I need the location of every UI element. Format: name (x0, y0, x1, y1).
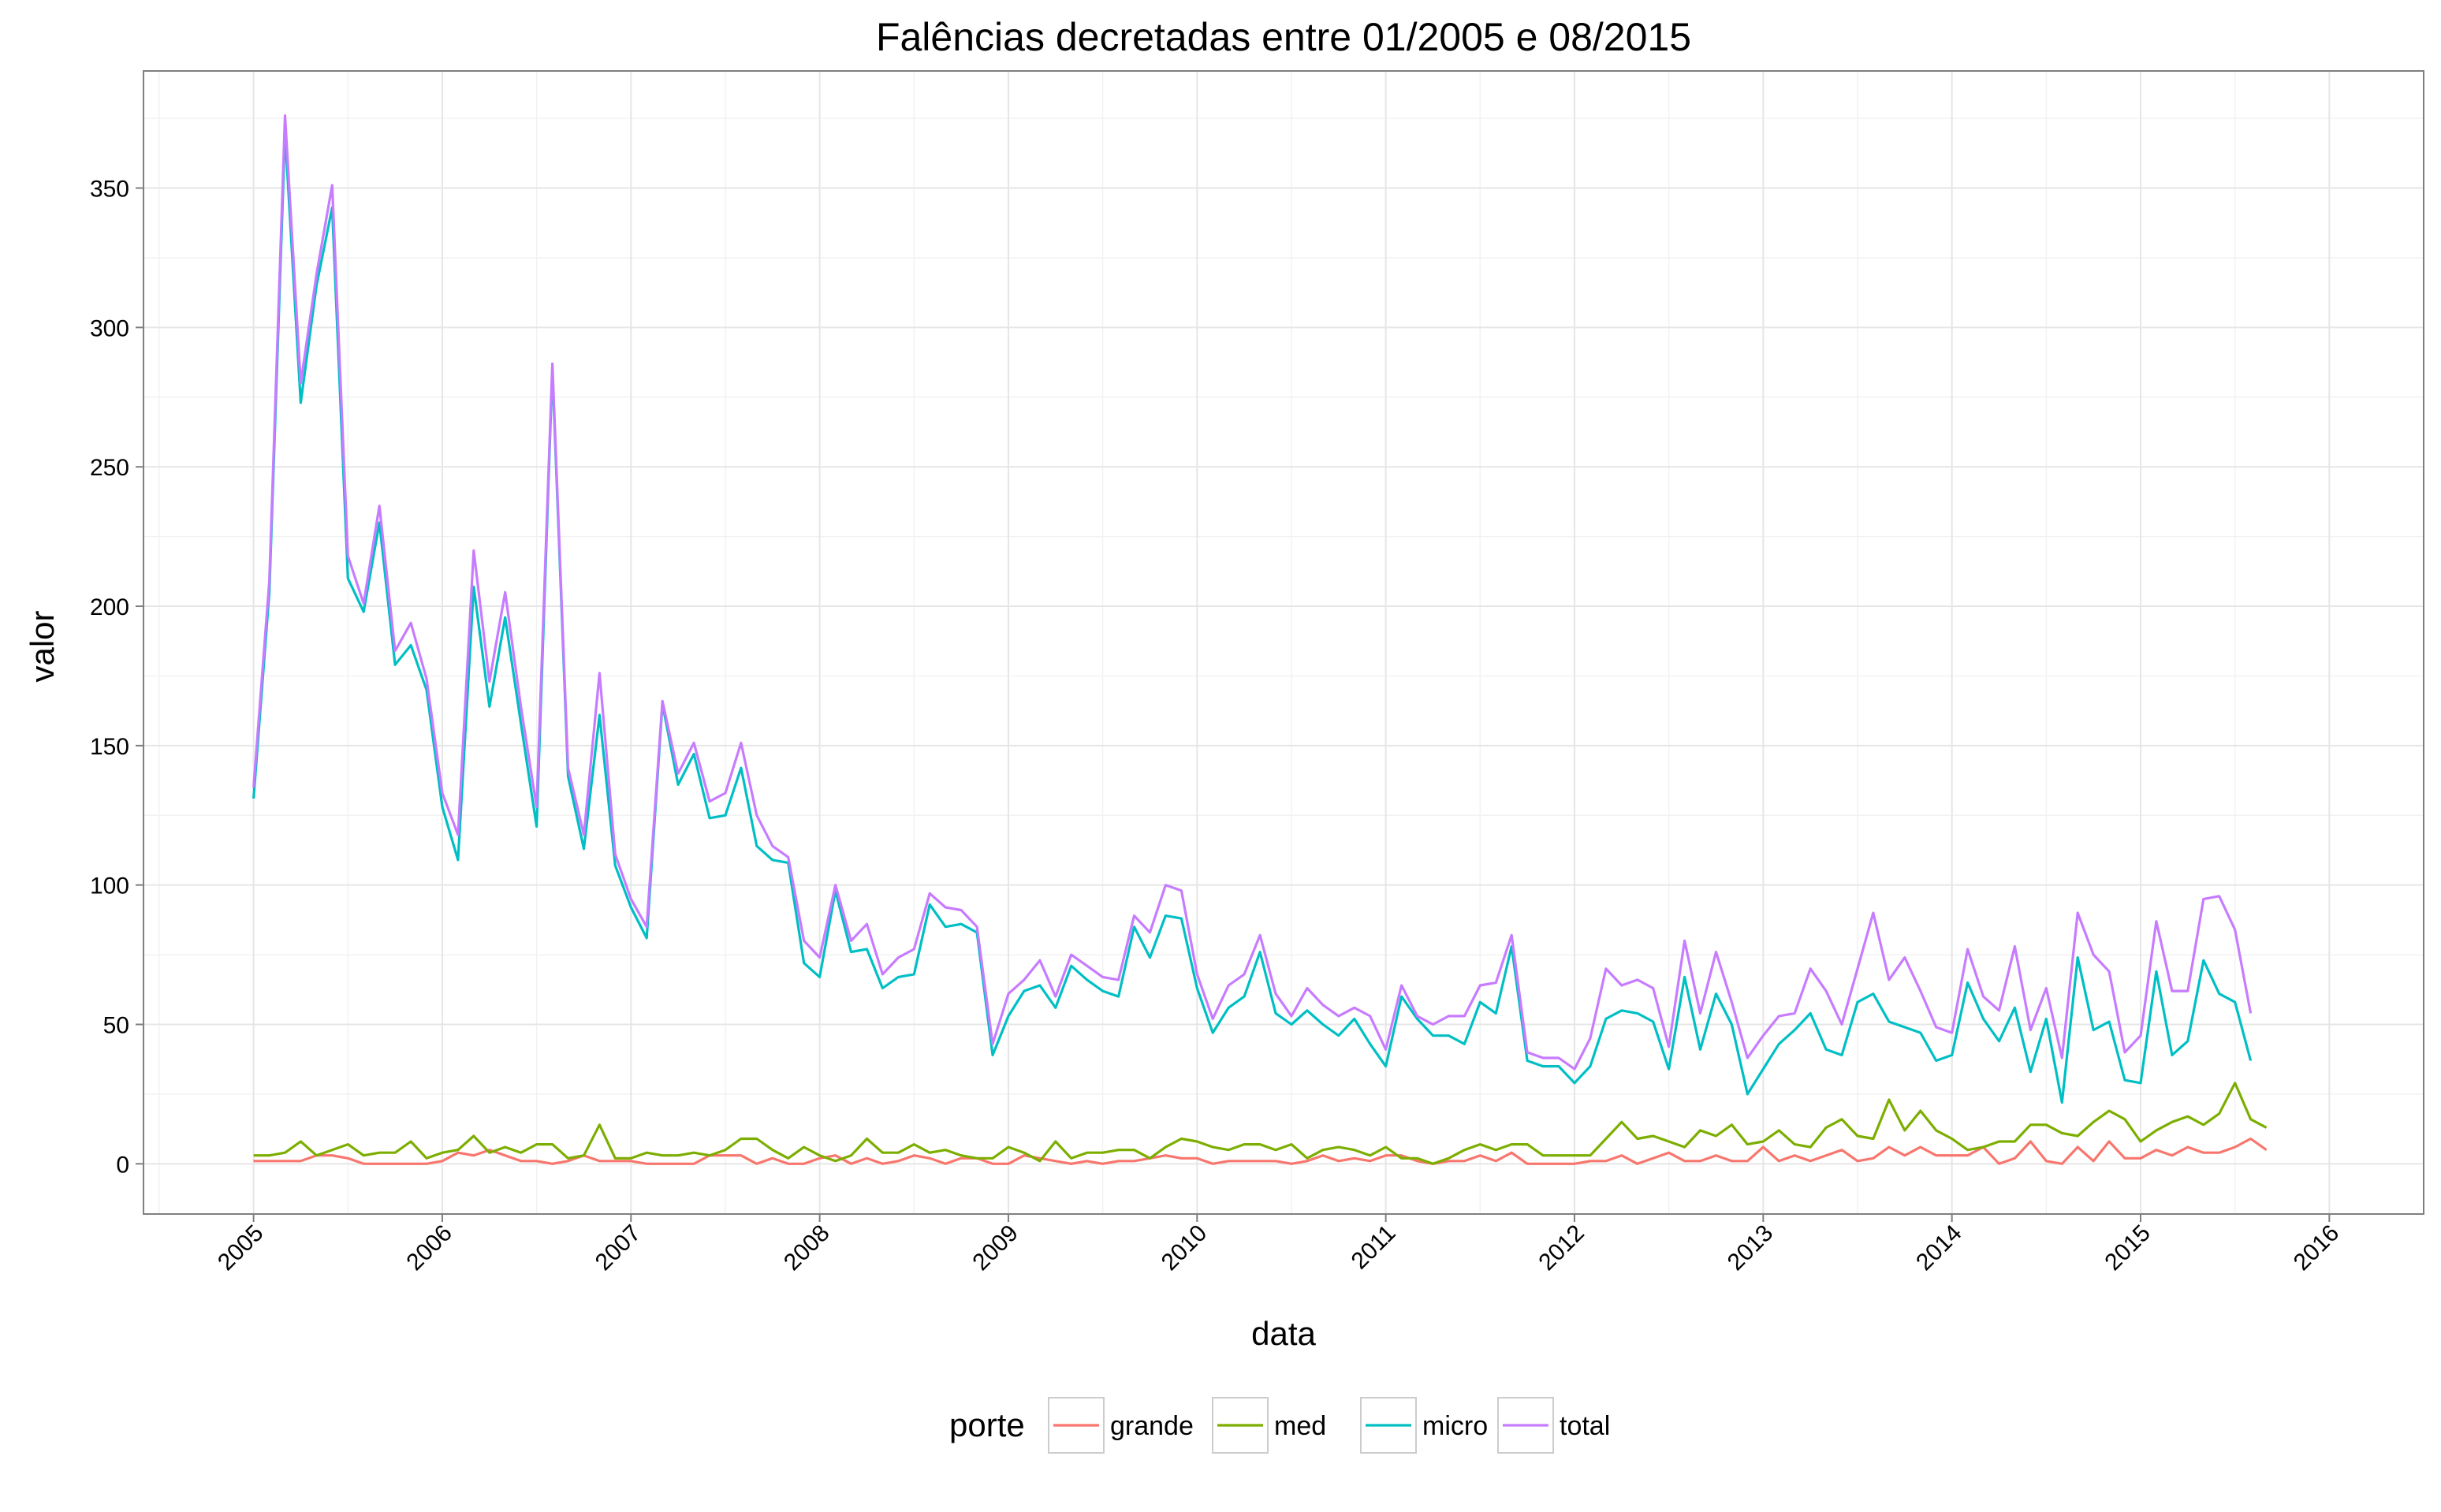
y-tick-label: 100 (90, 873, 129, 899)
x-tick-label: 2008 (779, 1220, 835, 1276)
x-tick-label: 2015 (2100, 1220, 2156, 1276)
legend-label: micro (1422, 1411, 1488, 1441)
x-axis-title: data (1251, 1315, 1316, 1352)
legend-item-grande: grande (1048, 1397, 1194, 1454)
y-tick-label: 0 (116, 1152, 129, 1178)
legend-item-total: total (1497, 1397, 1610, 1454)
x-tick-label: 2013 (1723, 1220, 1779, 1276)
y-axis-title: valor (24, 610, 61, 682)
legend-label: total (1560, 1411, 1610, 1441)
legend-item-med: med (1212, 1397, 1326, 1454)
y-tick-label: 150 (90, 734, 129, 760)
series-lines (143, 70, 2424, 1215)
x-tick-label: 2005 (213, 1220, 269, 1276)
x-tick-label: 2010 (1157, 1220, 1213, 1276)
y-tick-label: 50 (103, 1013, 129, 1039)
x-tick-label: 2009 (967, 1220, 1023, 1276)
x-axis: 2005 2006 2007 2008 2009 2010 2011 2012 2013 2014… (213, 1214, 2344, 1276)
x-tick-label: 2016 (2289, 1220, 2345, 1276)
y-tick-label: 350 (90, 177, 129, 203)
x-tick-label: 2012 (1534, 1220, 1589, 1276)
x-tick-label: 2011 (1347, 1220, 1401, 1275)
x-tick-label: 2006 (401, 1220, 457, 1276)
legend-item-micro: micro (1360, 1397, 1488, 1454)
legend: porte grande med micro total (949, 1397, 1610, 1454)
panel-border (143, 70, 2424, 1215)
minor-gridlines (143, 71, 2424, 1214)
series-line-micro (252, 131, 2253, 1104)
series-line-grande (253, 1137, 2268, 1165)
x-tick-label: 2007 (591, 1220, 647, 1276)
x-tick-label: 2014 (1911, 1220, 1967, 1276)
y-tick-label: 250 (90, 455, 129, 481)
y-axis: 0 50 100 150 200 250 300 350 (90, 177, 143, 1178)
y-tick-label: 200 (90, 594, 129, 620)
legend-label: med (1274, 1411, 1326, 1441)
legend-label: grande (1110, 1411, 1194, 1441)
series-line-total (252, 114, 2253, 1071)
y-tick-label: 300 (90, 315, 129, 341)
legend-title: porte (949, 1406, 1025, 1443)
series-line-med (253, 1082, 2268, 1165)
chart-title: Falências decretadas entre 01/2005 e 08/… (876, 15, 1691, 59)
